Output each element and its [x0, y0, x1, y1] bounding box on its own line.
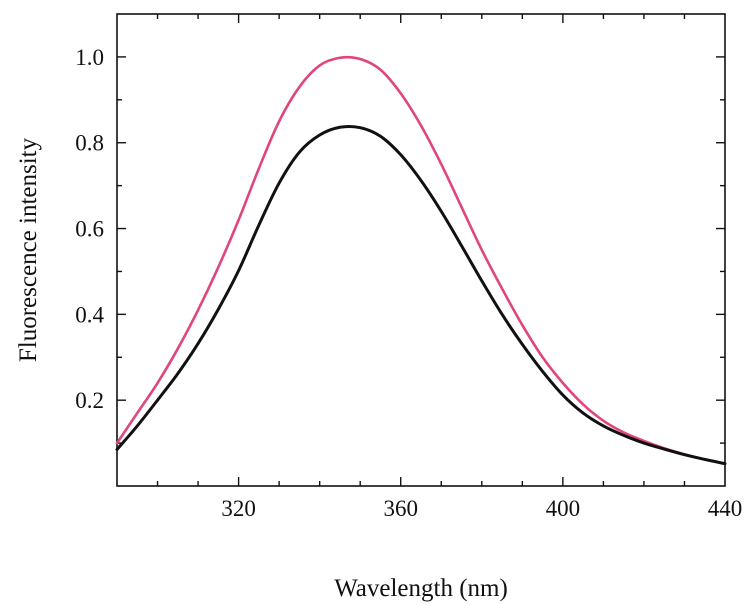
plot-frame	[116, 13, 726, 487]
x-tick-label: 360	[383, 496, 418, 521]
y-axis-title: Fluorescence intensity	[15, 137, 42, 362]
y-tick-label: 0.2	[75, 388, 104, 413]
axis-ticks	[117, 14, 725, 486]
series-line-1	[115, 55, 727, 465]
series-lines	[115, 55, 727, 466]
tick-labels: 320 360 400 440 0.2 0.4 0.6 0.8 1.0	[75, 45, 742, 521]
x-tick-label: 400	[546, 496, 581, 521]
x-axis-title: Wavelength (nm)	[334, 575, 508, 602]
y-tick-label: 0.4	[75, 302, 104, 327]
y-tick-label: 1.0	[75, 45, 104, 70]
series-line-2	[115, 124, 727, 466]
y-tick-label: 0.6	[75, 217, 104, 242]
x-tick-label: 320	[221, 496, 256, 521]
x-tick-label: 440	[708, 496, 743, 521]
y-tick-label: 0.8	[75, 131, 104, 156]
